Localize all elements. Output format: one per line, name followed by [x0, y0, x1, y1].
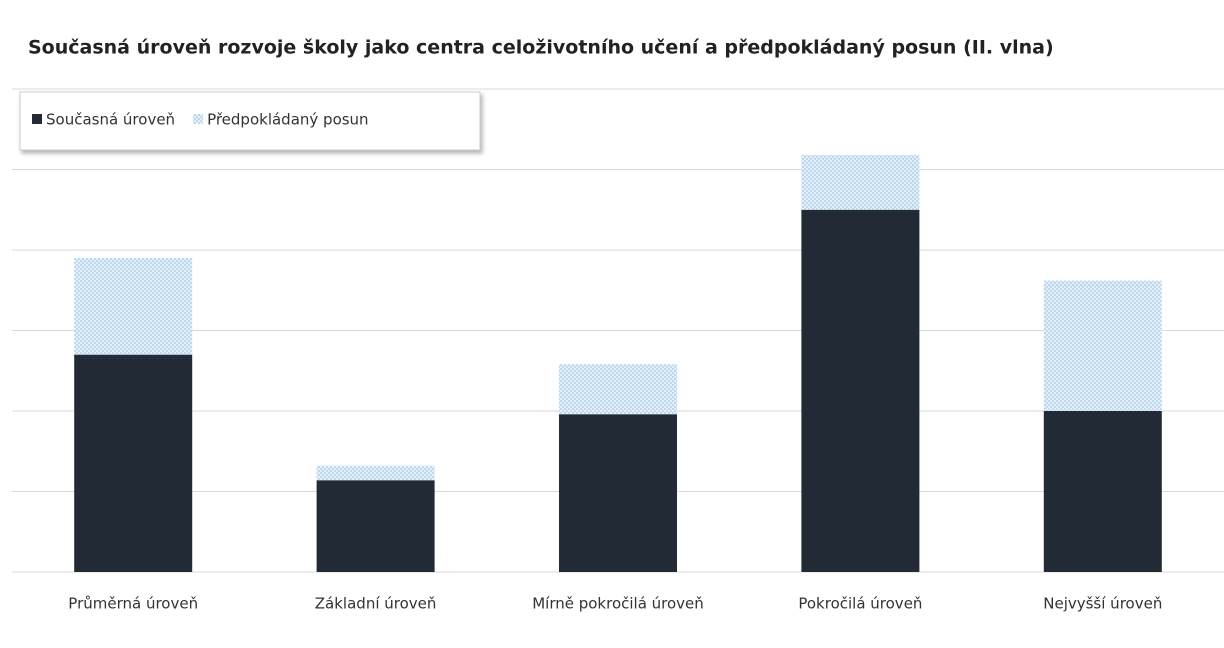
bar-segment — [801, 209, 920, 572]
chart-title: Současná úroveň rozvoje školy jako centr… — [28, 37, 1054, 59]
bar-segment — [316, 465, 435, 481]
legend: Současná úroveň Předpokládaný posun — [19, 91, 481, 151]
bar-segment — [316, 480, 435, 572]
bar-segment — [1043, 280, 1162, 411]
x-tick-label: Průměrná úroveň — [68, 595, 198, 613]
bar-segment — [74, 354, 193, 572]
legend-label: Předpokládaný posun — [207, 111, 369, 129]
bar-segment — [1043, 411, 1162, 572]
x-tick-label: Pokročilá úroveň — [798, 595, 922, 613]
bar-segment — [559, 364, 677, 415]
legend-label: Současná úroveň — [46, 111, 175, 129]
bar-segment — [559, 414, 677, 572]
legend-swatch — [193, 114, 204, 124]
x-tick-label: Základní úroveň — [315, 595, 437, 613]
x-tick-label: Nejvyšší úroveň — [1043, 595, 1162, 613]
legend-swatch — [32, 114, 42, 124]
bar-segment — [74, 258, 193, 355]
legend-box — [19, 91, 481, 151]
x-tick-label: Mírně pokročilá úroveň — [532, 595, 704, 613]
bar-segment — [801, 155, 920, 210]
